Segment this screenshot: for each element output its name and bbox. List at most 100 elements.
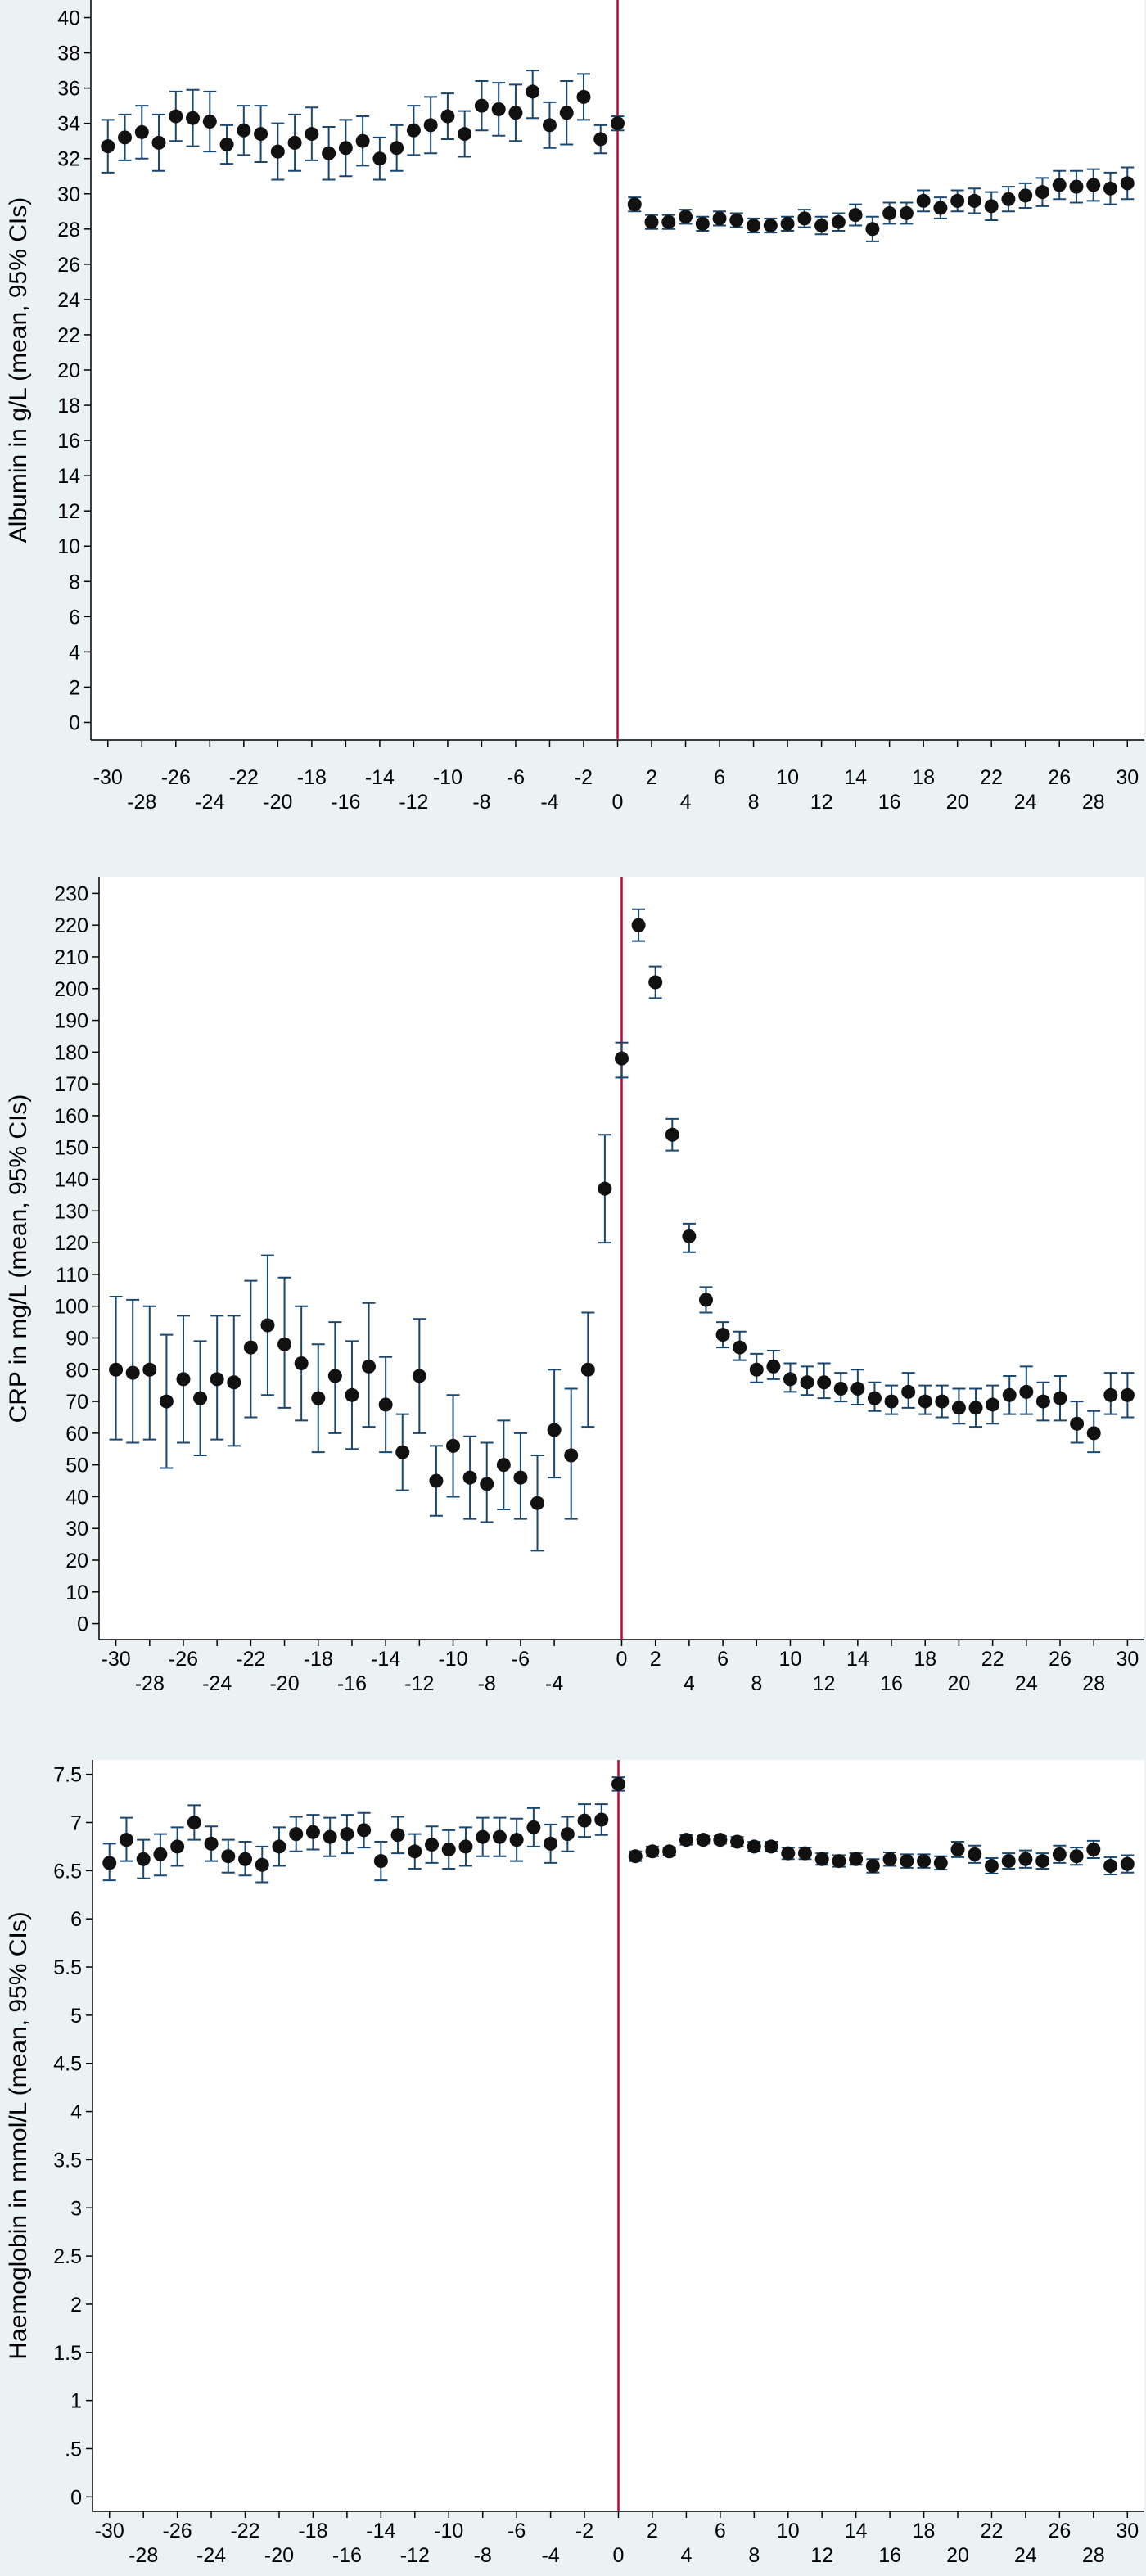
data-point [170,1839,185,1854]
data-point [763,219,778,233]
y-tick-label: 30 [57,183,80,206]
x-tick-label: 12 [810,791,833,814]
x-tick-label: 30 [1116,1648,1139,1671]
data-point [395,1445,410,1459]
y-tick-label: 230 [54,882,88,905]
y-tick-label: 7 [70,1812,82,1835]
data-point [712,211,727,226]
data-point [1120,1387,1135,1402]
x-tick-label: 10 [779,1648,802,1671]
y-axis-title: CRP in mg/L (mean, 95% CIs) [5,1094,32,1423]
data-point [662,1844,677,1859]
data-point [950,193,965,208]
data-point [564,1448,579,1463]
y-tick-label: 200 [54,978,88,1001]
data-point [544,1836,558,1851]
data-point [238,1852,253,1866]
x-tick-label: -10 [438,1648,467,1671]
x-tick-label: -22 [230,2520,259,2542]
data-point [474,98,489,113]
x-tick-label: 6 [715,2520,726,2542]
y-tick-label: 20 [57,359,80,382]
data-point [645,1844,660,1859]
data-point [850,1382,865,1396]
x-tick-label: 26 [1048,766,1071,789]
x-tick-label: -26 [163,2520,192,2542]
data-point [933,201,948,215]
data-point [187,1816,201,1829]
data-point [1070,1416,1085,1431]
data-point [390,1828,405,1843]
y-tick-label: 7.5 [53,1764,82,1787]
data-point [917,1854,932,1869]
y-tick-label: 5 [70,2005,82,2028]
x-tick-label: -18 [297,766,327,789]
y-tick-label: 90 [65,1327,88,1350]
x-tick-label: 28 [1082,791,1105,814]
x-tick-label: 12 [813,1672,836,1695]
data-point [984,199,999,214]
x-tick-label: -24 [196,2544,226,2567]
data-point [679,210,693,224]
y-tick-label: 190 [54,1010,88,1033]
y-tick-label: 38 [57,43,80,65]
data-point [193,1391,208,1405]
x-tick-label: 16 [878,791,901,814]
x-tick-label: 18 [913,2520,936,2542]
x-tick-label: 8 [751,1672,762,1695]
data-point [814,219,829,233]
data-point [648,975,663,990]
data-point [412,1369,426,1383]
data-point [882,1852,897,1866]
data-point [186,111,201,125]
data-point [986,1397,1000,1412]
y-tick-label: 2.5 [53,2245,82,2268]
data-point [695,216,710,231]
data-point [462,1470,477,1485]
data-point [357,1823,372,1838]
y-tick-label: 10 [57,535,80,558]
data-point [665,1127,679,1142]
data-point [800,1375,814,1390]
x-tick-label: -20 [263,791,292,814]
x-tick-label: 24 [1014,2544,1037,2567]
x-tick-label: -20 [264,2544,294,2567]
y-tick-label: 0 [69,711,80,734]
data-point [1035,1854,1050,1869]
data-point [425,1838,440,1852]
data-point [884,1394,899,1409]
data-point [1052,1847,1067,1861]
data-point [1018,1852,1033,1866]
y-axis-title: Albumin in g/L (mean, 95% CIs) [5,197,32,543]
x-tick-label: -2 [575,2520,593,2542]
data-point [476,1829,490,1844]
data-point [682,1229,697,1243]
data-point [441,1842,456,1856]
y-tick-label: 28 [57,219,80,241]
x-tick-label: -4 [541,2544,559,2567]
y-tick-label: 6 [70,1908,82,1931]
data-point [1019,1384,1034,1399]
data-point [764,1839,778,1854]
data-point [118,130,133,145]
data-point [729,213,744,228]
y-tick-label: 3 [70,2197,82,2220]
y-tick-label: 6.5 [53,1860,82,1883]
y-tick-label: 30 [65,1518,88,1541]
data-point [458,127,472,142]
x-tick-label: 20 [946,791,969,814]
data-point [1001,1854,1016,1869]
x-tick-label: -4 [540,791,558,814]
data-point [530,1496,545,1510]
y-axis-title: Haemoglobin in mmol/L (mean, 95% CIs) [5,1911,32,2359]
data-point [390,141,404,156]
data-point [480,1477,494,1491]
y-tick-label: 130 [54,1200,88,1223]
data-point [159,1394,174,1409]
y-tick-label: 3.5 [53,2149,82,2172]
x-tick-label: 12 [810,2544,833,2567]
data-point [429,1473,444,1488]
x-tick-label: 6 [717,1648,729,1671]
data-point [109,1362,124,1377]
x-tick-label: 6 [714,766,725,789]
